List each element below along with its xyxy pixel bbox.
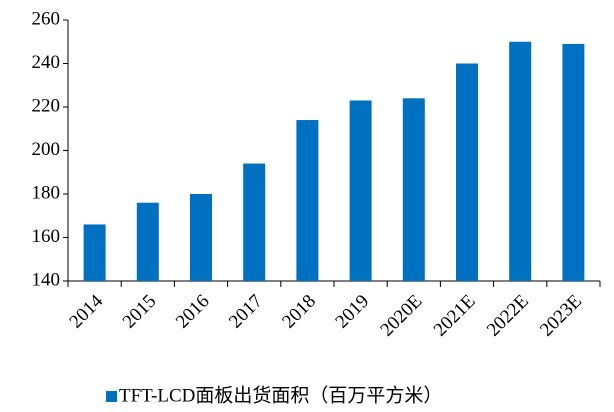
y-tick-label: 240: [32, 52, 61, 73]
x-tick-label: 2019: [331, 291, 373, 333]
x-tick-label: 2021E: [430, 291, 480, 341]
y-tick-label: 140: [32, 269, 61, 290]
x-tick-label: 2020E: [376, 291, 426, 341]
x-tick-label: 2015: [119, 291, 161, 333]
y-tick-label: 220: [32, 95, 61, 116]
bar: [509, 41, 532, 281]
y-tick-label: 200: [32, 139, 61, 160]
bar: [349, 100, 372, 281]
bar: [402, 98, 425, 281]
bar: [296, 120, 319, 281]
x-tick-label: 2023E: [536, 291, 586, 341]
bar: [562, 43, 585, 281]
x-tick-label: 2018: [278, 291, 320, 333]
bar: [243, 163, 266, 281]
y-tick-label: 260: [32, 8, 61, 29]
legend-label: TFT-LCD面板出货面积（百万平方米）: [119, 384, 442, 406]
bar: [190, 194, 212, 281]
bar: [456, 63, 478, 281]
legend-swatch: [106, 391, 117, 402]
bar: [83, 224, 106, 281]
y-tick-label: 160: [32, 226, 61, 247]
bar: [136, 202, 159, 281]
x-tick-label: 2022E: [483, 291, 533, 341]
x-tick-label: 2017: [225, 291, 267, 333]
x-tick-label: 2014: [65, 290, 107, 332]
x-tick-label: 2016: [172, 291, 214, 333]
y-tick-label: 180: [32, 182, 61, 203]
